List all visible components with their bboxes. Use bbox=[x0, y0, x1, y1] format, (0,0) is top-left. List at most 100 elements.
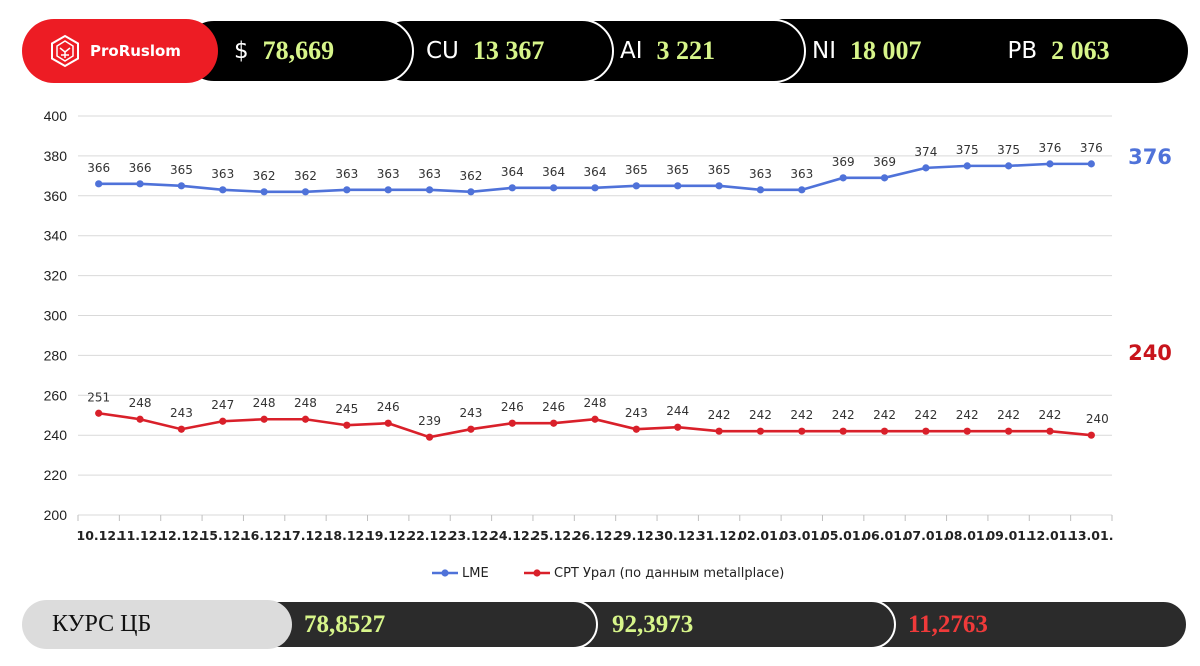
data-label: 248 bbox=[584, 396, 607, 410]
data-label: 363 bbox=[377, 167, 400, 181]
data-point bbox=[384, 186, 392, 194]
data-point bbox=[467, 425, 475, 433]
latest-value-lme: 376 bbox=[1128, 145, 1172, 169]
data-label: 376 bbox=[1039, 141, 1062, 155]
data-point bbox=[1046, 427, 1054, 435]
usd-symbol: $ bbox=[234, 38, 249, 64]
x-tick-label: 25.12. bbox=[531, 528, 575, 543]
data-point bbox=[922, 164, 930, 172]
y-tick-label: 200 bbox=[44, 507, 68, 523]
data-point bbox=[301, 415, 310, 423]
x-tick-label: 16.12. bbox=[242, 528, 286, 543]
data-label: 375 bbox=[956, 143, 979, 157]
data-label: 365 bbox=[708, 163, 731, 177]
data-label: 365 bbox=[170, 163, 193, 177]
cu-symbol: CU bbox=[426, 38, 459, 64]
pb-value: 2 063 bbox=[1051, 36, 1110, 65]
data-label: 242 bbox=[1039, 408, 1062, 422]
data-label: 242 bbox=[832, 408, 855, 422]
data-point bbox=[425, 433, 434, 441]
x-tick-label: 12.12. bbox=[159, 528, 203, 543]
data-point bbox=[880, 427, 889, 435]
data-label: 369 bbox=[873, 155, 896, 169]
ticker-bar: NI 18 007 PB 2 063 AI 3 221 CU 13 367 $ … bbox=[22, 19, 1188, 83]
data-label: 364 bbox=[584, 165, 607, 179]
data-label: 240 bbox=[1086, 412, 1109, 426]
data-label: 245 bbox=[335, 402, 358, 416]
data-point bbox=[715, 427, 723, 435]
data-label: 242 bbox=[790, 408, 813, 422]
data-point bbox=[343, 186, 351, 194]
data-label: 242 bbox=[749, 408, 772, 422]
data-label: 375 bbox=[997, 143, 1020, 157]
data-point bbox=[963, 427, 971, 435]
x-tick-label: 30.12. bbox=[656, 528, 700, 543]
data-point bbox=[95, 180, 103, 188]
data-point bbox=[1087, 160, 1095, 168]
rate-usd: $ 78,8527 bbox=[238, 600, 598, 649]
data-point bbox=[177, 425, 185, 433]
data-point bbox=[177, 182, 185, 190]
data-label: 246 bbox=[501, 400, 524, 414]
data-point bbox=[301, 188, 310, 196]
y-tick-label: 220 bbox=[44, 467, 68, 483]
x-tick-label: 09.01. bbox=[986, 528, 1030, 543]
x-tick-label: 06.01. bbox=[862, 528, 906, 543]
data-label: 366 bbox=[87, 161, 110, 175]
data-label: 242 bbox=[873, 408, 896, 422]
x-tick-label: 22.12. bbox=[407, 528, 451, 543]
y-tick-label: 340 bbox=[44, 228, 68, 244]
data-point bbox=[95, 409, 103, 417]
data-point bbox=[384, 419, 392, 427]
data-label: 365 bbox=[666, 163, 689, 177]
data-label: 363 bbox=[790, 167, 813, 181]
data-point bbox=[839, 174, 847, 182]
x-tick-label: 13.01. bbox=[1069, 528, 1113, 543]
data-point bbox=[550, 419, 558, 427]
legend-cpt-label: CPT Урал (по данным metallplace) bbox=[554, 566, 784, 581]
data-point bbox=[798, 186, 806, 194]
x-tick-label: 07.01. bbox=[904, 528, 948, 543]
y-tick-label: 240 bbox=[44, 427, 68, 443]
data-label: 364 bbox=[542, 165, 565, 179]
data-point bbox=[136, 180, 144, 188]
data-point bbox=[508, 419, 516, 427]
ticker-ni-pb: NI 18 007 PB 2 063 bbox=[752, 19, 1188, 83]
price-chart: 20022024026028030032034036038040010.12.1… bbox=[44, 108, 1172, 581]
x-tick-label: 23.12. bbox=[449, 528, 493, 543]
x-tick-label: 24.12. bbox=[490, 528, 534, 543]
pb-symbol: PB bbox=[1007, 38, 1038, 64]
data-point bbox=[508, 184, 516, 192]
cbr-label: КУРС ЦБ bbox=[52, 611, 152, 637]
al-value: 3 221 bbox=[656, 36, 716, 65]
data-label: 362 bbox=[294, 169, 317, 183]
y-tick-label: 300 bbox=[44, 308, 68, 324]
brand-name: ProRuslom bbox=[90, 42, 181, 60]
data-point bbox=[839, 427, 847, 435]
data-point bbox=[219, 417, 227, 425]
data-point bbox=[1046, 160, 1054, 168]
al-symbol: AI bbox=[620, 38, 643, 64]
lion-icon bbox=[51, 34, 79, 68]
usd-value: 78,669 bbox=[262, 36, 335, 65]
data-label: 362 bbox=[459, 169, 482, 183]
data-label: 248 bbox=[294, 396, 317, 410]
eur-value: 92,3973 bbox=[612, 610, 694, 638]
data-point bbox=[922, 427, 930, 435]
data-label: 246 bbox=[542, 400, 565, 414]
data-point bbox=[880, 174, 889, 182]
x-tick-label: 26.12. bbox=[573, 528, 617, 543]
rate-cny: ¥ 11,2763 bbox=[842, 600, 1188, 649]
x-tick-label: 19.12. bbox=[366, 528, 410, 543]
data-point bbox=[715, 182, 723, 190]
y-tick-label: 380 bbox=[44, 148, 68, 164]
data-label: 363 bbox=[335, 167, 358, 181]
data-point bbox=[1087, 431, 1095, 439]
y-tick-label: 280 bbox=[44, 347, 68, 363]
data-point bbox=[467, 188, 475, 196]
data-point bbox=[343, 421, 351, 429]
cbr-label-pill: КУРС ЦБ bbox=[22, 600, 292, 649]
data-label: 246 bbox=[377, 400, 400, 414]
data-label: 374 bbox=[914, 145, 937, 159]
x-tick-label: 18.12. bbox=[325, 528, 369, 543]
